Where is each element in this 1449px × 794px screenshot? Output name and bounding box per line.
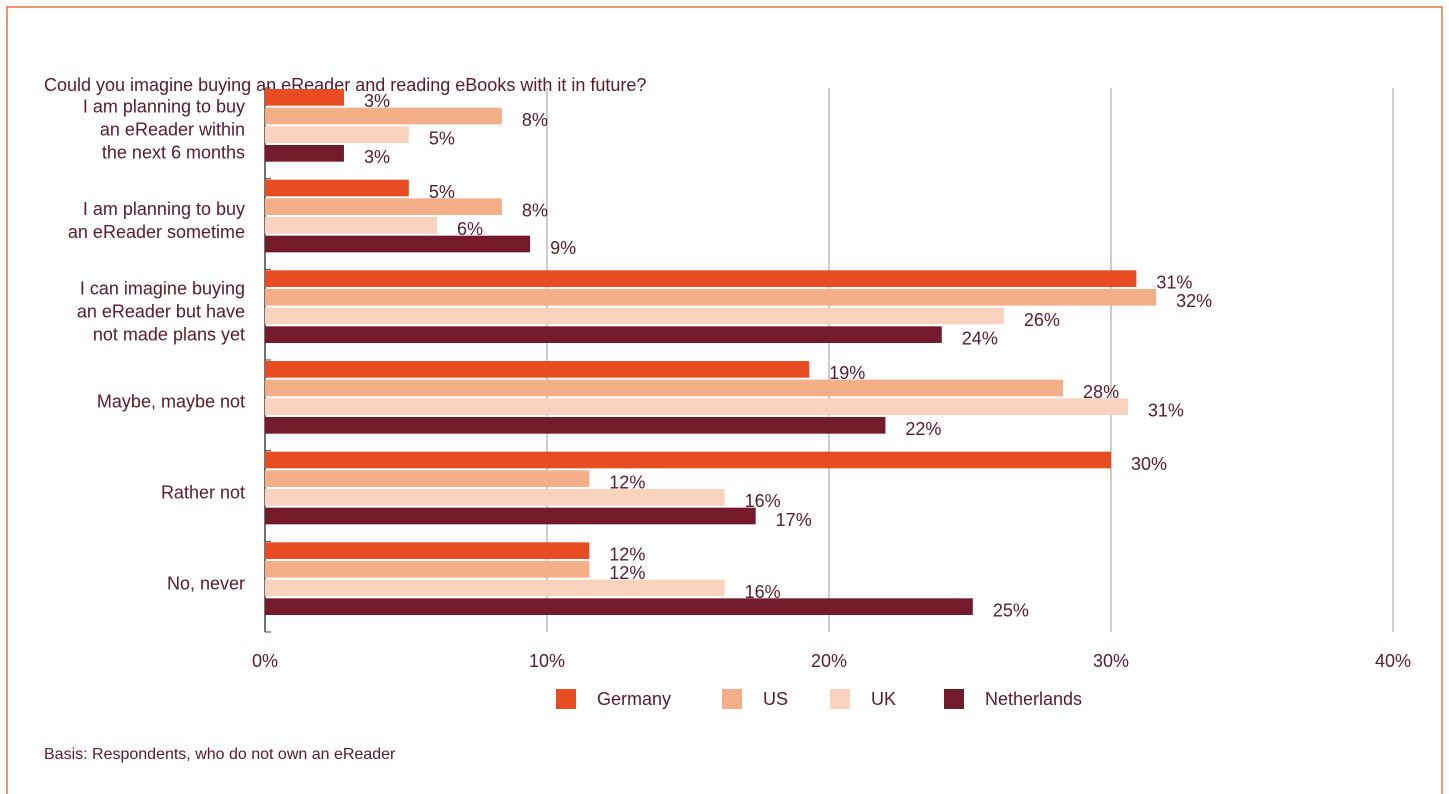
value-label: 19% — [829, 363, 865, 383]
bar — [265, 561, 590, 578]
frame — [6, 6, 1443, 794]
category-label: I can imagine buying an eReader but have… — [76, 278, 245, 345]
bar — [265, 507, 756, 525]
x-tick-label: 30% — [1093, 651, 1129, 671]
bar — [265, 489, 725, 506]
x-tick-label: 10% — [529, 651, 565, 671]
bar — [265, 598, 973, 615]
value-label: 12% — [609, 563, 645, 583]
category-label: No, never — [166, 573, 245, 594]
bar — [265, 470, 590, 487]
bar — [265, 307, 1004, 325]
value-label: 17% — [776, 510, 812, 530]
value-label: 12% — [609, 544, 645, 564]
bar — [265, 451, 1111, 469]
bar — [265, 179, 409, 197]
value-label: 5% — [429, 128, 455, 148]
value-label: 9% — [550, 238, 576, 258]
value-label: 6% — [457, 219, 483, 239]
bar — [265, 270, 1137, 287]
value-label: 8% — [522, 110, 548, 130]
bar — [265, 289, 1157, 306]
bar — [265, 361, 810, 378]
value-label: 30% — [1131, 454, 1167, 474]
value-label: 12% — [609, 472, 645, 492]
category-label: Maybe, maybe not — [96, 391, 245, 412]
legend-swatch — [944, 689, 964, 709]
value-label: 26% — [1024, 310, 1060, 330]
legend-swatch — [722, 689, 742, 709]
bar — [265, 235, 531, 253]
value-label: 28% — [1083, 382, 1119, 402]
value-label: 8% — [522, 200, 548, 220]
bar — [265, 126, 409, 143]
bar — [265, 145, 344, 162]
legend-label: Germany — [597, 689, 671, 709]
bar — [265, 198, 502, 215]
bar — [265, 579, 725, 597]
legend-swatch — [556, 689, 576, 709]
bar — [265, 326, 942, 343]
value-label: 16% — [745, 582, 781, 602]
bar — [265, 417, 886, 434]
bar — [265, 217, 438, 234]
value-label: 3% — [364, 147, 390, 167]
x-tick-label: 0% — [252, 651, 278, 671]
bar — [265, 107, 502, 125]
value-label: 25% — [993, 600, 1029, 620]
value-label: 31% — [1156, 272, 1192, 292]
category-label: I am planning to buy an eReader sometime — [67, 199, 245, 242]
value-label: 3% — [364, 91, 390, 111]
legend-label: US — [763, 689, 788, 709]
bar — [265, 542, 590, 559]
footnote: Basis: Respondents, who do not own an eR… — [44, 746, 396, 763]
x-tick-label: 40% — [1375, 651, 1411, 671]
legend-label: UK — [871, 689, 896, 709]
bar — [265, 398, 1128, 415]
value-label: 24% — [962, 328, 998, 348]
category-label: Rather not — [160, 482, 245, 503]
legend-swatch — [830, 689, 850, 709]
category-label: I am planning to buy an eReader within t… — [82, 96, 245, 163]
x-tick-label: 20% — [811, 651, 847, 671]
value-label: 31% — [1148, 400, 1184, 420]
bar — [265, 379, 1064, 397]
legend-label: Netherlands — [985, 689, 1082, 709]
value-label: 16% — [745, 491, 781, 511]
value-label: 22% — [905, 419, 941, 439]
value-label: 32% — [1176, 291, 1212, 311]
bar — [265, 89, 344, 106]
value-label: 5% — [429, 182, 455, 202]
chart-title: Could you imagine buying an eReader and … — [44, 75, 646, 95]
